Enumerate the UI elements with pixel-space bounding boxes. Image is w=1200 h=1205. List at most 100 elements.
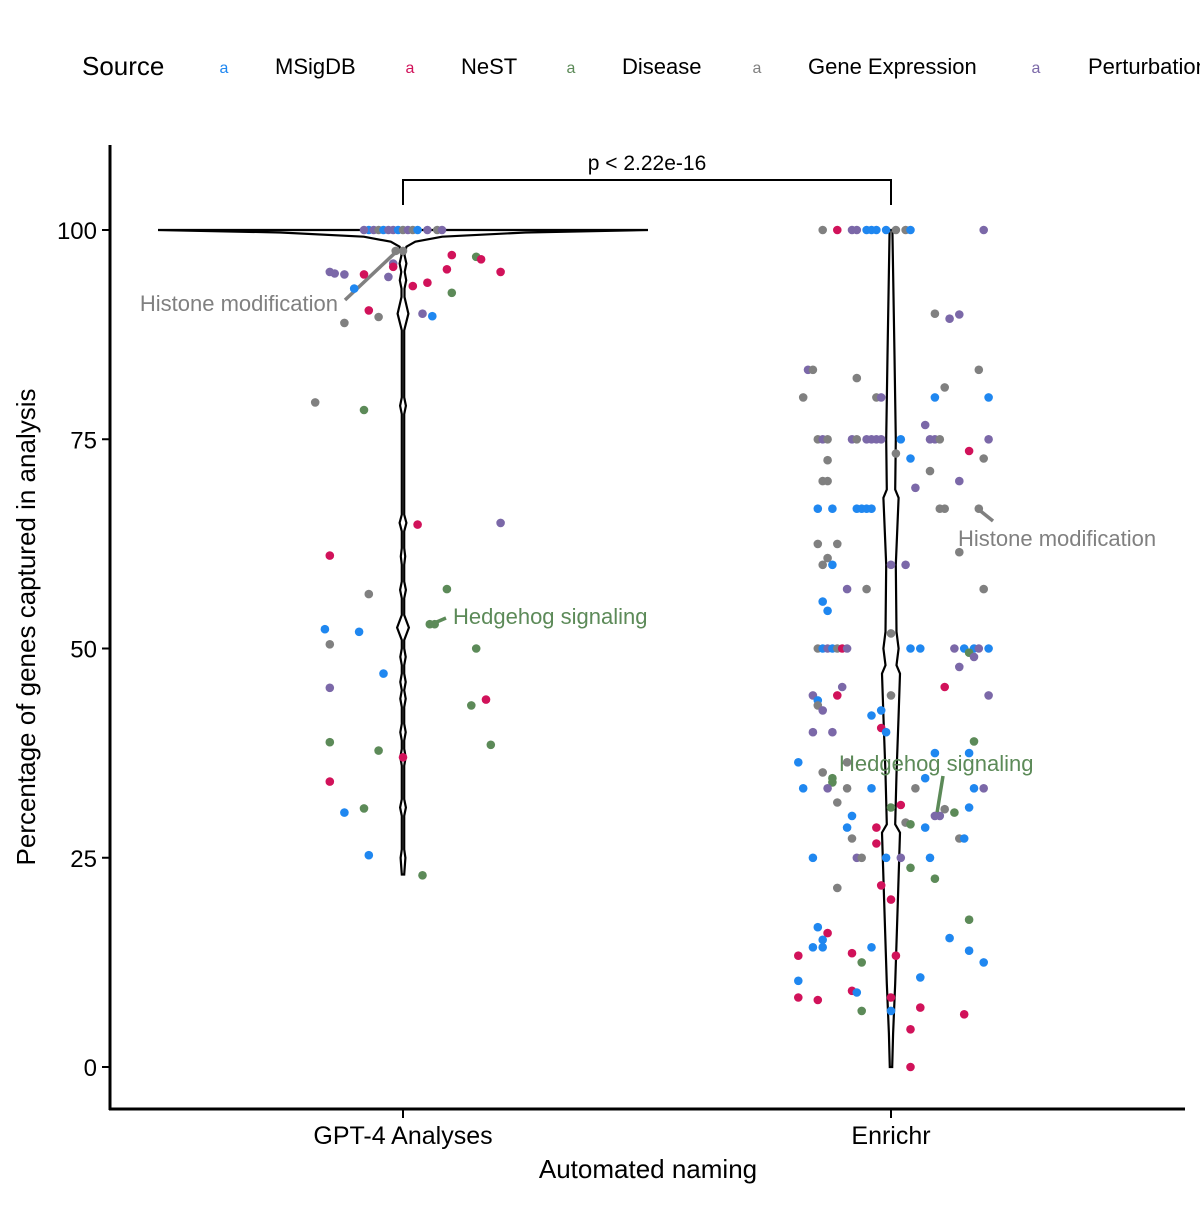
- point-enrichr-perturbation: [896, 853, 906, 863]
- point-enrichr-msigdb: [823, 606, 832, 616]
- point-gpt-4-analyses-nest: [476, 254, 486, 264]
- point-gpt-4-analyses-msigdb: [354, 627, 364, 637]
- point-enrichr-msigdb: [881, 225, 891, 235]
- point-enrichr-msigdb: [828, 504, 837, 513]
- point-enrichr-msigdb: [916, 644, 925, 653]
- point-gpt-4-analyses-gene-expression: [325, 640, 335, 649]
- point-enrichr-gene-expression: [935, 435, 945, 444]
- point-enrichr-msigdb: [969, 784, 979, 793]
- legend-entries: a MSigDB a NeST a Disease a Gene Expression a Per…: [220, 54, 1200, 79]
- point-gpt-4-analyses-gene-expression: [340, 318, 349, 328]
- comparison-bracket: p < 2.22e-16: [402, 152, 892, 205]
- point-enrichr-nest: [964, 446, 974, 456]
- y-tick-label: 0: [84, 1055, 97, 1082]
- point-enrichr-msigdb: [813, 504, 823, 513]
- legend-label-nest: NeST: [461, 54, 517, 79]
- point-enrichr-msigdb: [867, 504, 876, 513]
- point-enrichr-gene-expression: [823, 435, 832, 444]
- point-gpt-4-analyses-disease: [447, 288, 457, 298]
- x-axis-label: Automated naming: [539, 1154, 757, 1184]
- point-gpt-4-analyses-disease: [359, 804, 369, 813]
- point-enrichr-gene-expression: [891, 225, 901, 235]
- point-enrichr-msigdb: [794, 758, 803, 767]
- point-gpt-4-analyses-nest: [359, 270, 369, 279]
- point-enrichr-msigdb: [945, 933, 954, 943]
- point-enrichr-disease: [969, 737, 979, 746]
- x-tick-label-enrichr: Enrichr: [851, 1122, 930, 1150]
- point-enrichr-gene-expression: [979, 584, 988, 594]
- point-gpt-4-analyses-nest: [442, 265, 452, 274]
- point-enrichr-msigdb: [906, 644, 915, 653]
- comparison-bracket-line: [402, 179, 892, 205]
- point-enrichr-perturbation: [930, 811, 940, 821]
- point-enrichr-msigdb: [818, 943, 827, 952]
- point-enrichr-gene-expression: [852, 373, 862, 383]
- point-enrichr-perturbation: [808, 727, 818, 737]
- point-enrichr-msigdb: [964, 748, 974, 758]
- point-enrichr-msigdb: [916, 973, 925, 982]
- point-enrichr-msigdb: [872, 225, 881, 235]
- legend-item-nest: a NeST: [406, 54, 518, 79]
- point-enrichr-msigdb: [798, 784, 808, 793]
- legend-item-gene-expression: a Gene Expression: [753, 54, 977, 79]
- point-enrichr-nest: [906, 1062, 915, 1072]
- point-enrichr-nest: [813, 995, 823, 1005]
- annotations: Histone modification Hedgehog signaling Hi…: [140, 251, 1156, 814]
- point-enrichr-gene-expression: [833, 883, 842, 893]
- point-enrichr-gene-expression: [798, 393, 808, 402]
- point-enrichr-perturbation: [876, 393, 886, 402]
- point-enrichr-gene-expression: [813, 539, 823, 549]
- axes: 0 25 50 75 100 GPT-4 Analyses Enrichr Automat…: [11, 145, 1185, 1184]
- point-enrichr-msigdb: [886, 1006, 896, 1016]
- point-enrichr-perturbation: [852, 225, 862, 235]
- point-gpt-4-analyses-msigdb: [364, 850, 374, 860]
- point-enrichr-perturbation: [828, 727, 837, 737]
- point-enrichr-disease: [950, 808, 959, 817]
- x-tick-label-gpt-4-analyses: GPT-4 Analyses: [313, 1122, 492, 1150]
- legend-key-disease: a: [567, 60, 576, 77]
- point-gpt-4-analyses-perturbation: [330, 269, 340, 278]
- point-enrichr-perturbation: [984, 691, 993, 700]
- point-gpt-4-analyses-nest: [325, 551, 335, 560]
- point-gpt-4-analyses-nest: [413, 520, 422, 529]
- point-enrichr-msigdb: [842, 823, 852, 832]
- point-enrichr-gene-expression: [940, 504, 949, 513]
- annotation-histone-modification-enrichr: Histone modification: [958, 507, 1156, 551]
- point-enrichr-gene-expression: [818, 560, 827, 570]
- legend-item-msigdb: a MSigDB: [220, 54, 356, 79]
- legend-label-perturbation: Perturbation: [1088, 54, 1200, 79]
- point-enrichr-msigdb: [818, 597, 827, 606]
- point-gpt-4-analyses-nest: [398, 753, 408, 762]
- point-enrichr-gene-expression: [833, 539, 842, 549]
- point-enrichr-msigdb: [984, 644, 993, 653]
- point-enrichr-msigdb: [867, 711, 876, 720]
- point-enrichr-nest: [876, 881, 886, 890]
- point-enrichr-msigdb: [896, 435, 906, 444]
- point-enrichr-msigdb: [979, 958, 988, 967]
- annotation-label: Histone modification: [958, 526, 1156, 551]
- point-enrichr-msigdb: [964, 946, 974, 955]
- point-gpt-4-analyses-msigdb: [379, 669, 388, 678]
- point-enrichr-perturbation: [837, 682, 847, 692]
- legend-item-disease: a Disease: [567, 54, 702, 79]
- y-axis-ticks: 0 25 50 75 100: [57, 218, 110, 1082]
- point-enrichr-msigdb: [920, 773, 930, 783]
- point-enrichr-nest: [823, 928, 832, 938]
- point-enrichr-gene-expression: [911, 784, 920, 793]
- point-enrichr-gene-expression: [930, 309, 940, 319]
- point-enrichr-perturbation: [901, 560, 910, 570]
- point-enrichr-msigdb: [920, 823, 930, 832]
- point-enrichr-msigdb: [959, 834, 969, 843]
- point-enrichr-perturbation: [969, 652, 979, 662]
- point-enrichr-perturbation: [945, 314, 954, 324]
- point-enrichr-nest: [959, 1010, 969, 1019]
- point-enrichr-gene-expression: [891, 449, 901, 458]
- point-enrichr-gene-expression: [886, 691, 896, 700]
- point-enrichr-gene-expression: [823, 553, 832, 563]
- point-gpt-4-analyses-msigdb: [349, 284, 359, 293]
- point-gpt-4-analyses-gene-expression: [398, 246, 408, 256]
- point-gpt-4-analyses-msigdb: [413, 225, 422, 235]
- point-enrichr-msigdb: [808, 943, 818, 952]
- y-tick-label: 100: [57, 218, 97, 245]
